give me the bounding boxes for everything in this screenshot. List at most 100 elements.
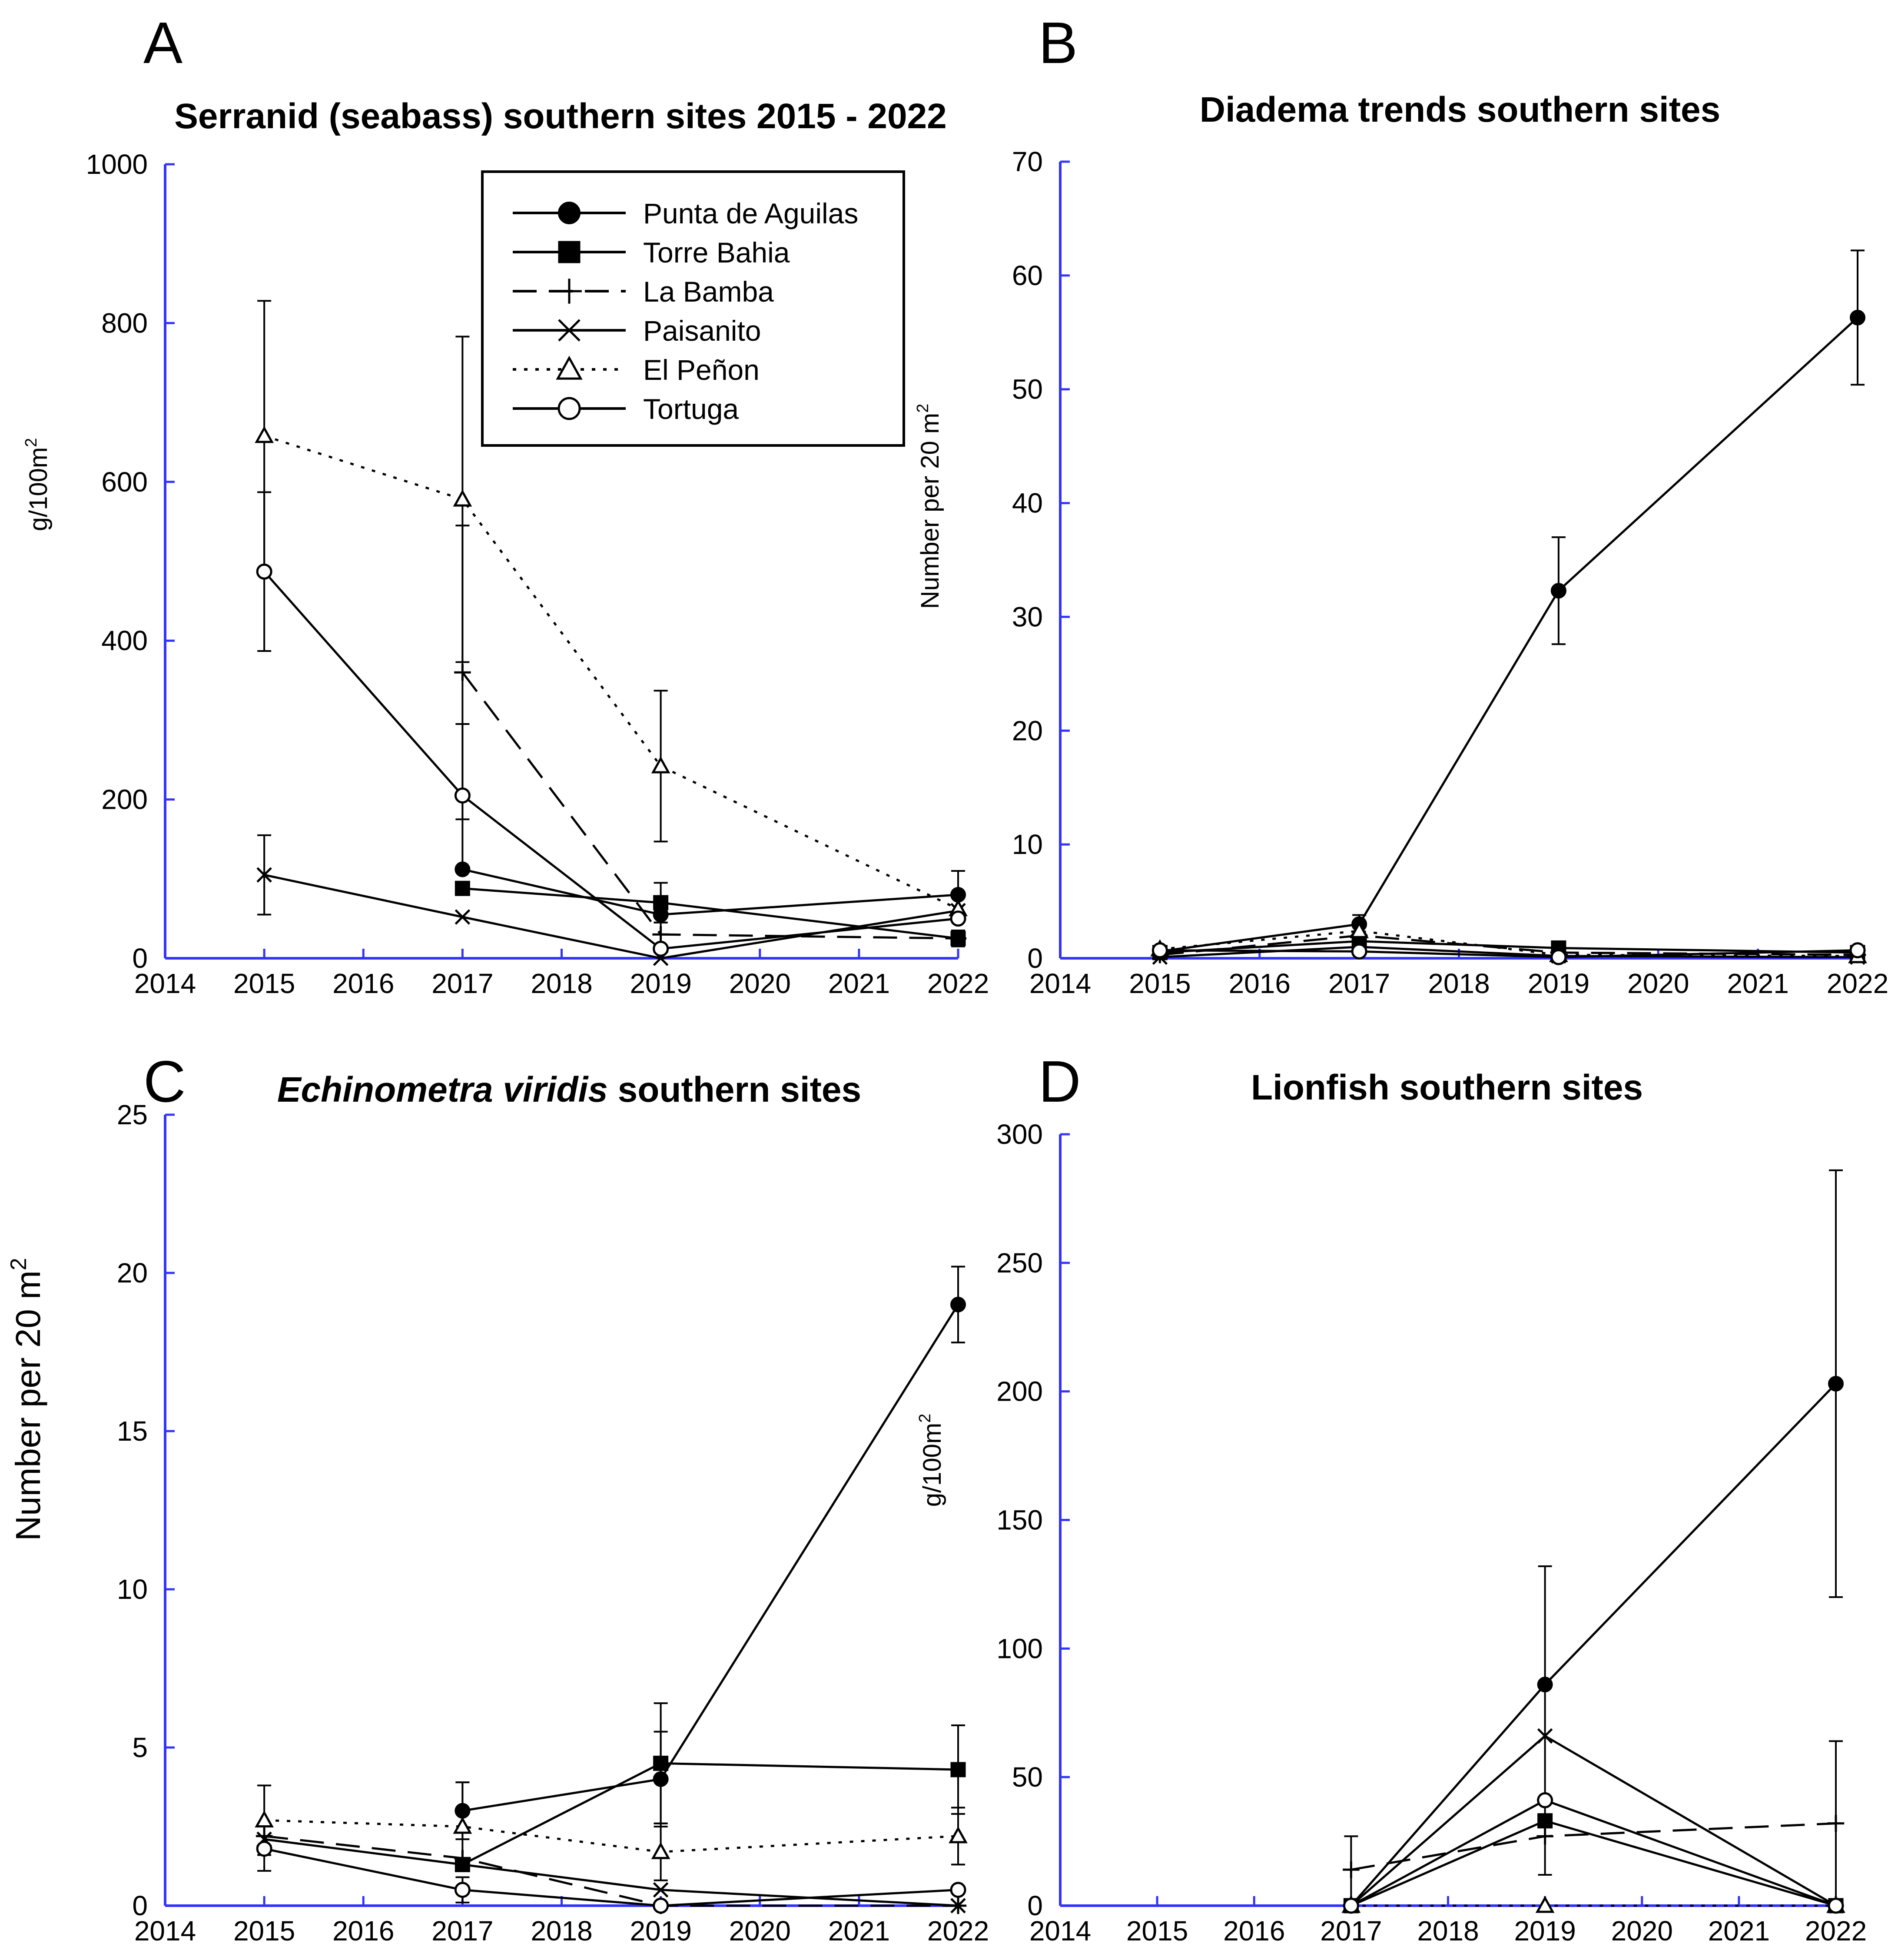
panel-letter-d: D	[1039, 1049, 1081, 1114]
panel-a-x-tick-label: 2022	[927, 968, 989, 999]
panel-a-point-paisanito	[256, 867, 272, 883]
panel-b-plot-area: 2014 2015 2016 2017 2018 2019 2020 2021 2022 0 10 2…	[1012, 146, 1888, 999]
panel-a-x-tick-label: 2015	[233, 968, 295, 999]
panel-a-point-el-penon	[651, 756, 670, 774]
panel-letter-c: C	[143, 1049, 186, 1114]
panel-b-y-tick-label: 70	[1012, 146, 1043, 177]
panel-a-point-tortuga	[653, 940, 669, 957]
panel-c: C Echinometra viridis southern sites Num…	[6, 1049, 989, 1947]
panel-a-plot-area: 2014 2015 2016 2017 2018 2019 2020 2021 2022 0 200…	[86, 149, 989, 999]
panel-a-point-tortuga	[950, 910, 966, 927]
panel-a-point-el-penon	[255, 426, 274, 443]
panel-d-x-tick-label: 2020	[1611, 1915, 1673, 1947]
panel-b-point-punta-de-aguilas	[1550, 583, 1566, 599]
panel-d-title: Lionfish southern sites	[1251, 1068, 1643, 1107]
panel-b-x-tick-label: 2016	[1229, 968, 1291, 999]
panel-a-title: Serranid (seabass) southern sites 2015 -…	[174, 96, 947, 136]
legend-entry-el-penon: El Peñon	[513, 354, 760, 386]
panel-c-series-tortuga	[256, 1826, 966, 1914]
panel-c-x-tick-label: 2014	[134, 1915, 196, 1947]
panel-b-series-line-punta-de-aguilas	[1160, 316, 1858, 953]
legend-label-tortuga: Tortuga	[643, 393, 739, 425]
panel-a-point-torre-bahia	[455, 880, 470, 896]
panel-a-x-tick-label: 2020	[729, 968, 791, 999]
panel-d-y-tick-label: 50	[1012, 1761, 1043, 1793]
panel-c-point-el-penon	[949, 1826, 968, 1844]
panel-b: B Diadema trends southern sites Number p…	[914, 10, 1888, 999]
panel-c-point-torre-bahia	[950, 1762, 966, 1777]
panel-a-x-tick-label: 2019	[630, 968, 691, 999]
panel-d-point-la-bamba	[1536, 1828, 1553, 1845]
panel-b-x-tick-label: 2018	[1428, 968, 1490, 999]
panel-a-y-tick-label: 0	[132, 943, 148, 974]
panel-a-x-tick-label: 2018	[531, 968, 592, 999]
panel-d-y-tick-label: 100	[996, 1633, 1043, 1664]
panel-c-point-paisanito	[950, 1898, 966, 1913]
panel-d-point-punta-de-aguilas	[1828, 1375, 1844, 1392]
panel-a-y-tick-label: 600	[101, 466, 148, 498]
panel-c-x-tick-label: 2019	[630, 1915, 691, 1947]
panel-c-y-tick-label: 5	[132, 1732, 148, 1763]
panel-b-y-tick-label: 0	[1027, 943, 1043, 974]
panel-c-y-axis-label: Number per 20 m2	[6, 1258, 47, 1541]
panel-d-x-tick-label: 2017	[1320, 1915, 1382, 1947]
panel-a-point-paisanito	[455, 909, 471, 925]
panel-c-x-tick-label: 2018	[531, 1915, 592, 1947]
panel-c-x-tick-label: 2022	[927, 1915, 989, 1947]
panel-b-point-punta-de-aguilas	[1850, 309, 1865, 326]
panel-c-series-line-la-bamba	[264, 1835, 958, 1907]
panel-d-x-tick-label: 2019	[1514, 1915, 1576, 1947]
panel-a-x-tick-label: 2014	[134, 968, 196, 999]
panel-c-series-line-tortuga	[264, 1847, 959, 1907]
panel-a-point-torre-bahia	[653, 895, 669, 910]
legend-marker-la-bamba	[557, 279, 582, 304]
panel-c-y-tick-label: 15	[117, 1415, 148, 1447]
panel-c-point-el-penon	[453, 1817, 472, 1834]
panel-d-y-axis-label: g/100m2	[916, 1414, 946, 1507]
panel-d-y-tick-label: 250	[996, 1247, 1043, 1279]
panel-b-series-tortuga	[1151, 942, 1866, 965]
legend-entry-paisanito: Paisanito	[513, 315, 761, 347]
panel-a-series-line-el-penon	[264, 435, 959, 910]
panel-d-point-la-bamba	[1343, 1861, 1360, 1878]
panel-a: A Serranid (seabass) southern sites 2015…	[22, 10, 989, 999]
panel-a-x-tick-label: 2021	[828, 968, 890, 999]
panel-d-y-tick-label: 300	[996, 1119, 1043, 1150]
panel-d-y-tick-label: 150	[996, 1505, 1043, 1536]
panel-c-y-tick-label: 25	[117, 1099, 148, 1130]
panel-d: D Lionfish southern sites g/100m2 2014 20…	[916, 1049, 1867, 1947]
panel-d-x-tick-label: 2014	[1029, 1915, 1091, 1947]
legend: Punta de Aguilas Torre Bahia La Bamba Paisa…	[481, 170, 905, 447]
panel-b-point-tortuga	[1351, 943, 1367, 960]
panel-a-point-la-bamba	[652, 926, 669, 943]
panel-a-point-la-bamba	[949, 930, 967, 947]
panel-c-point-tortuga	[950, 1882, 966, 1898]
panel-d-point-tortuga	[1828, 1897, 1844, 1914]
panel-d-y-tick-label: 200	[996, 1376, 1043, 1407]
legend-entry-tortuga: Tortuga	[513, 393, 739, 425]
legend-label-el-penon: El Peñon	[643, 354, 760, 386]
panel-c-point-tortuga	[454, 1882, 471, 1898]
panel-letter-b: B	[1039, 10, 1078, 76]
panel-c-series-el-penon	[255, 1781, 968, 1881]
panel-a-x-tick-label: 2016	[332, 968, 394, 999]
legend-box	[481, 170, 905, 447]
panel-a-series-tortuga	[256, 491, 966, 957]
panel-d-x-tick-label: 2018	[1417, 1915, 1479, 1947]
panel-b-x-tick-label: 2017	[1328, 968, 1390, 999]
panel-d-point-el-penon	[1535, 1896, 1555, 1913]
panel-c-x-tick-label: 2016	[332, 1915, 394, 1947]
panel-c-point-tortuga	[256, 1840, 272, 1857]
legend-label-torre-bahia: Torre Bahia	[643, 236, 790, 269]
panel-d-x-tick-label: 2015	[1126, 1915, 1188, 1947]
panel-b-y-tick-label: 60	[1012, 260, 1043, 291]
panel-c-plot-area: 2014 2015 2016 2017 2018 2019 2020 2021 20220510…	[117, 1099, 989, 1947]
panel-a-series-el-penon	[255, 300, 968, 917]
panel-c-point-el-penon	[651, 1842, 670, 1859]
panel-b-series-line-paisanito	[1160, 946, 1858, 958]
panel-c-point-paisanito	[653, 1882, 669, 1898]
panel-b-x-tick-label: 2014	[1029, 968, 1091, 999]
panel-a-y-axis-label: g/100m2	[22, 438, 53, 532]
panel-d-x-tick-label: 2021	[1708, 1915, 1770, 1947]
legend-entries: Punta de Aguilas Torre Bahia La Bamba Paisa…	[513, 197, 858, 425]
